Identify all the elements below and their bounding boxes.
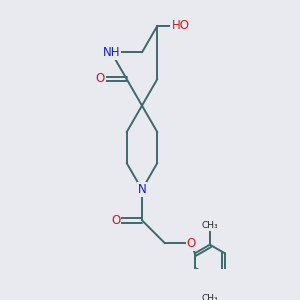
- Text: NH: NH: [103, 46, 120, 59]
- Text: HO: HO: [171, 19, 189, 32]
- Text: N: N: [138, 183, 146, 196]
- Text: O: O: [96, 73, 105, 85]
- Text: O: O: [187, 237, 196, 250]
- Text: O: O: [111, 214, 121, 227]
- Text: CH₃: CH₃: [202, 294, 218, 300]
- Text: CH₃: CH₃: [202, 221, 218, 230]
